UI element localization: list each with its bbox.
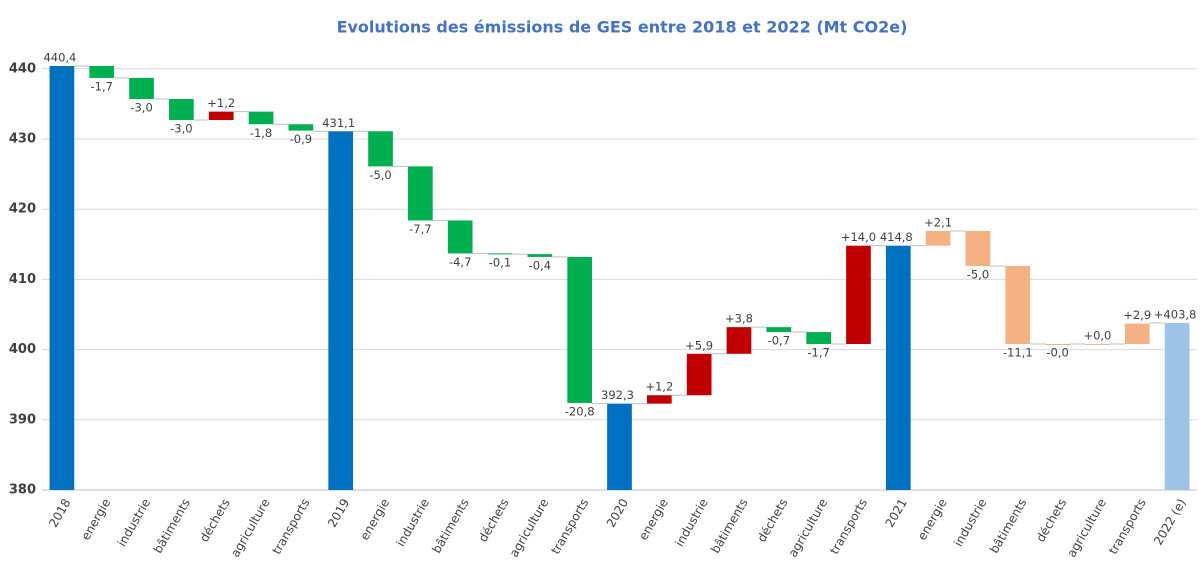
y-tick-label: 380 [9,483,36,498]
bar [527,254,553,257]
bar [169,98,194,121]
x-tick-label: transports [548,496,591,556]
x-tick-label: transports [270,496,313,556]
bar [328,131,354,490]
y-tick-label: 390 [9,412,36,427]
x-tick-label: industrie [115,496,154,549]
value-label: -3,0 [170,122,192,136]
bar [726,327,752,354]
bar [248,111,274,125]
bar [846,245,871,344]
value-label: +2,1 [924,215,952,229]
bar [806,332,831,344]
bar [965,230,991,267]
value-label: -0,0 [1046,345,1068,359]
bar [129,77,154,99]
x-tick-label: industrie [951,496,990,549]
x-tick-label: bâtiments [429,496,471,556]
value-label: -5,0 [369,168,391,182]
x-tick-label: energie [79,496,114,542]
x-tick-label: energie [636,496,671,542]
value-label: +2,9 [1123,308,1151,322]
value-label: 414,8 [880,230,913,244]
bar [607,403,632,490]
value-label: -0,1 [489,256,511,270]
x-tick-label: energie [357,496,392,542]
value-label: -0,4 [529,258,551,272]
chart-title: Evolutions des émissions de GES entre 20… [337,18,908,37]
value-label: +1,2 [645,380,673,394]
y-tick-label: 400 [9,342,36,357]
value-label: +1,2 [207,96,235,110]
y-tick-label: 410 [9,272,36,287]
value-label: +403,8 [1154,307,1197,321]
value-label: -5,0 [967,268,989,282]
bar [646,395,672,404]
bar [1045,343,1070,345]
x-tick-label: 2019 [325,496,352,529]
value-label: +14,0 [841,230,876,244]
value-label: -1,7 [91,79,113,93]
value-label: 440,4 [43,50,76,64]
x-tick-label: bâtiments [708,496,750,556]
bar [925,230,951,246]
bar [766,327,792,333]
value-label: -0,7 [768,334,790,348]
value-label: -1,8 [250,126,272,140]
value-label: +0,0 [1083,328,1111,342]
x-tick-label: transports [827,496,870,556]
value-label: 392,3 [601,388,634,402]
bar [885,245,911,490]
x-tick-label: agriculture [507,496,552,559]
x-tick-label: transports [1106,496,1149,556]
x-tick-label: industrie [672,496,711,549]
x-tick-label: déchets [197,496,233,544]
y-tick-label: 420 [9,202,36,217]
bar [89,65,115,78]
x-tick-label: industrie [393,496,432,549]
bar [1085,343,1110,345]
bar [1164,322,1190,490]
value-label: 431,1 [322,116,355,130]
x-tick-label: déchets [1033,496,1069,544]
value-label: -4,7 [449,255,471,269]
value-label: -1,7 [807,345,829,359]
value-label: -20,8 [565,404,595,418]
x-tick-label: agriculture [1064,496,1109,559]
bar [1005,266,1031,344]
bar [288,124,314,131]
x-tick-label: déchets [476,496,512,544]
x-tick-label: 2022 (e) [1151,496,1189,547]
bar [567,256,593,403]
x-tick-label: déchets [755,496,791,544]
y-tick-label: 440 [9,61,36,76]
value-label: +5,9 [685,338,713,352]
value-label: +3,8 [725,312,753,326]
bar [368,131,393,167]
x-tick-label: bâtiments [987,496,1029,556]
value-label: -0,9 [290,132,312,146]
value-label: -11,1 [1003,345,1033,359]
bar [1124,323,1150,344]
x-tick-label: 2018 [46,496,73,529]
x-tick-label: agriculture [786,496,831,559]
x-tick-label: bâtiments [151,496,193,556]
value-label: -3,0 [130,100,152,114]
value-label: -7,7 [409,222,431,236]
x-tick-label: 2021 [883,496,910,529]
x-tick-label: agriculture [228,496,273,559]
x-tick-label: 2020 [604,496,631,529]
y-tick-label: 430 [9,132,36,147]
bar [487,253,513,255]
x-tick-label: energie [915,496,950,542]
bar [208,111,234,121]
bar [686,353,712,396]
bar [49,65,75,490]
bar [408,166,433,221]
bar [447,220,473,254]
